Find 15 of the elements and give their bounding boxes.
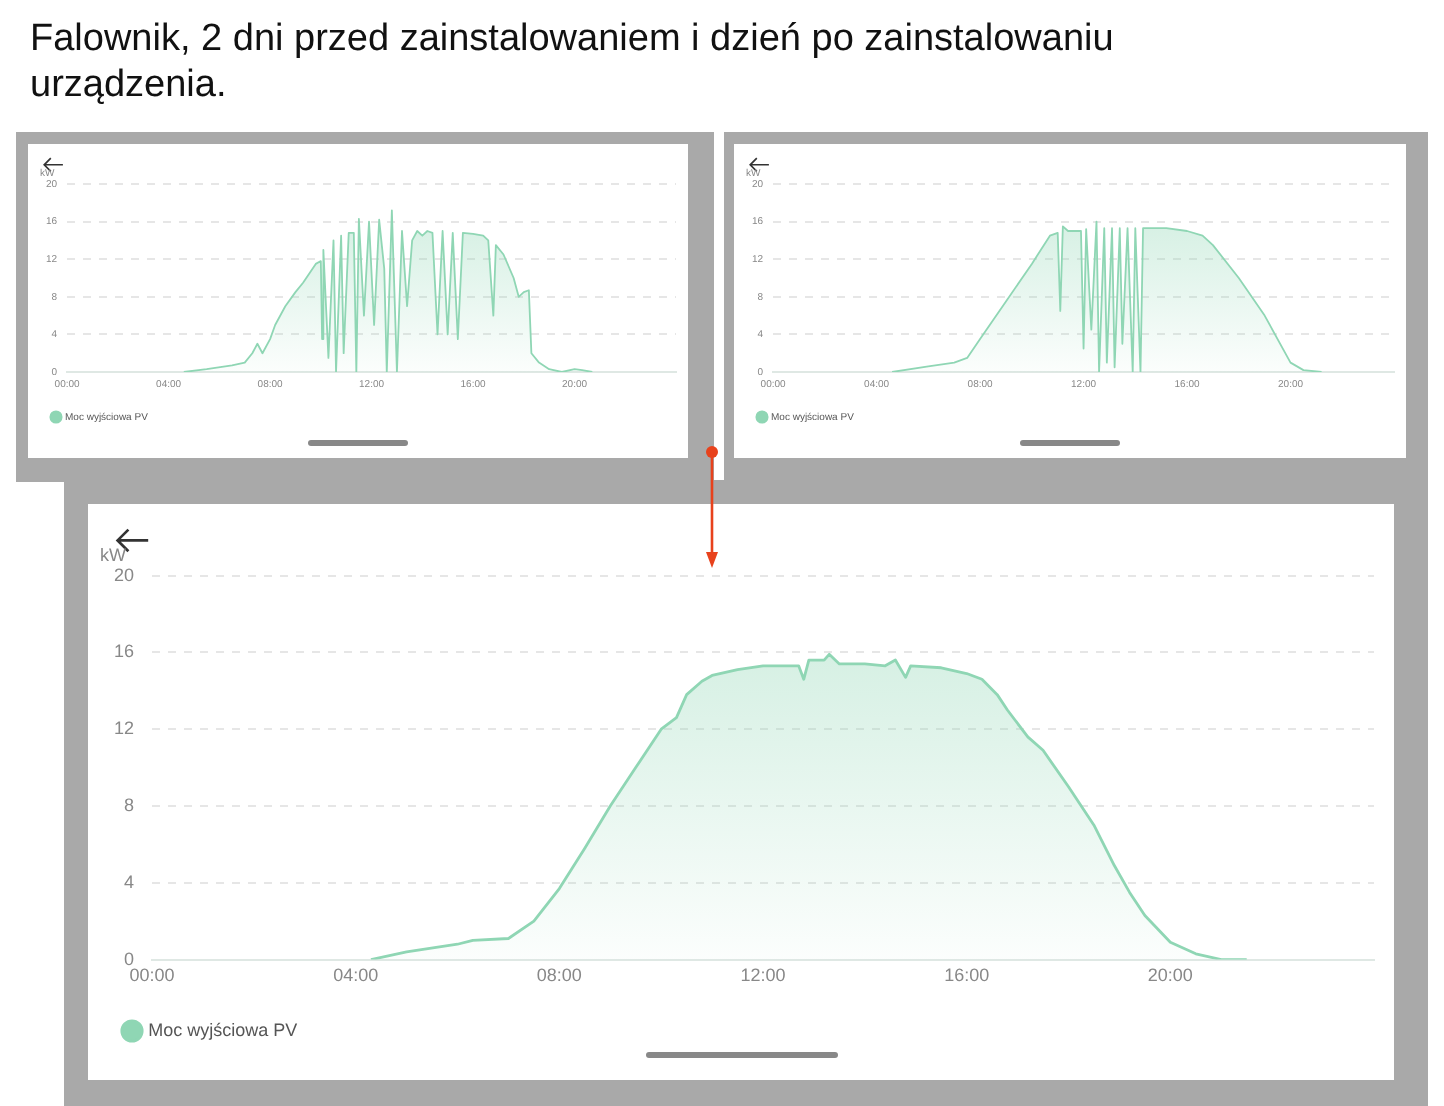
y-tick-label: 8: [123, 795, 135, 816]
y-axis-title: kW: [100, 545, 127, 566]
legend-label: Moc wyjściowa PV: [148, 1020, 298, 1041]
y-tick-label: 0: [123, 948, 135, 969]
x-tick-label: 00:00: [129, 965, 175, 986]
y-tick-label: 20: [113, 564, 135, 585]
chart-title: Falownik, 2 dni przed zainstalowaniem i dzień po zainstalowaniu urządzenia.: [30, 16, 1116, 108]
x-tick-label: 12:00: [740, 965, 786, 986]
y-tick-label: 16: [113, 641, 135, 662]
x-tick-label: 20:00: [1147, 965, 1193, 986]
x-tick-label: 08:00: [536, 965, 582, 986]
x-tick-label: 16:00: [944, 965, 990, 986]
x-tick-label: 04:00: [333, 965, 379, 986]
y-tick-label: 12: [113, 718, 135, 739]
y-tick-label: 4: [123, 872, 135, 893]
